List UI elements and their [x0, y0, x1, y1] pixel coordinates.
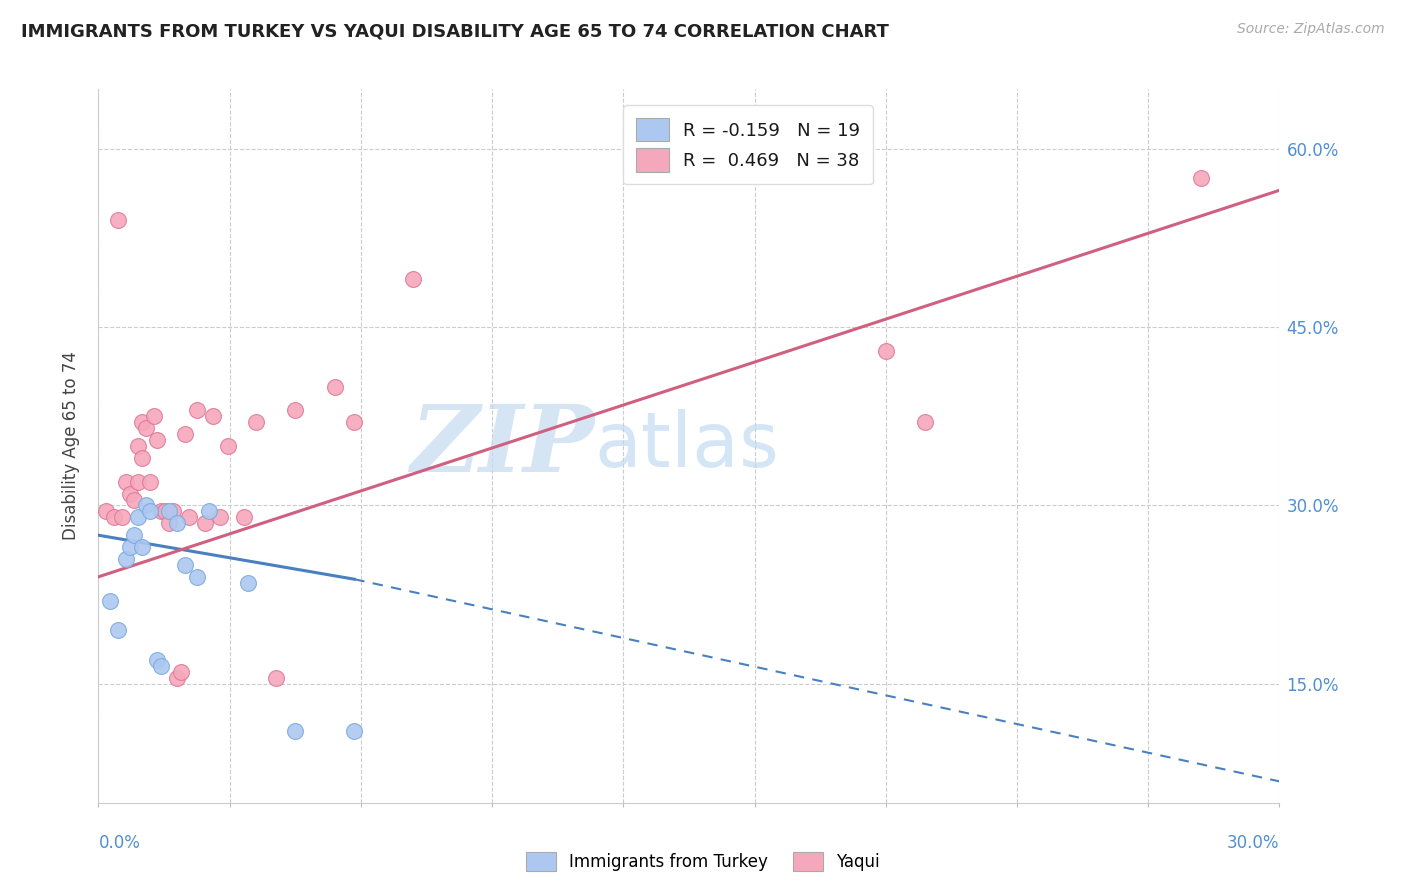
- Point: [233, 510, 256, 524]
- Text: 30.0%: 30.0%: [1227, 834, 1279, 852]
- Point: [96, 504, 118, 518]
- Point: [186, 570, 208, 584]
- Point: [98, 593, 121, 607]
- Point: [135, 421, 157, 435]
- Text: IMMIGRANTS FROM TURKEY VS YAQUI DISABILITY AGE 65 TO 74 CORRELATION CHART: IMMIGRANTS FROM TURKEY VS YAQUI DISABILI…: [21, 22, 889, 40]
- Point: [146, 433, 169, 447]
- Point: [245, 415, 267, 429]
- Point: [914, 415, 936, 429]
- Point: [127, 510, 149, 524]
- Point: [115, 475, 138, 489]
- Point: [166, 671, 188, 685]
- Point: [107, 213, 129, 227]
- Point: [138, 475, 160, 489]
- Point: [166, 516, 188, 531]
- Point: [186, 403, 208, 417]
- Point: [115, 552, 138, 566]
- Text: 0.0%: 0.0%: [98, 834, 141, 852]
- Point: [875, 343, 897, 358]
- Point: [111, 510, 134, 524]
- Point: [150, 504, 173, 518]
- Point: [127, 439, 149, 453]
- Point: [157, 516, 180, 531]
- Point: [122, 492, 145, 507]
- Point: [150, 659, 173, 673]
- Point: [118, 540, 141, 554]
- Point: [142, 409, 165, 424]
- Point: [155, 504, 177, 518]
- Point: [138, 504, 160, 518]
- Point: [170, 665, 193, 679]
- Point: [343, 415, 366, 429]
- Point: [201, 409, 224, 424]
- Legend: R = -0.159   N = 19, R =  0.469   N = 38: R = -0.159 N = 19, R = 0.469 N = 38: [623, 105, 873, 185]
- Point: [146, 653, 169, 667]
- Point: [131, 415, 153, 429]
- Point: [131, 450, 153, 465]
- Point: [162, 504, 184, 518]
- Point: [264, 671, 287, 685]
- Point: [194, 516, 217, 531]
- Text: atlas: atlas: [595, 409, 779, 483]
- Point: [209, 510, 232, 524]
- Point: [177, 510, 200, 524]
- Point: [284, 724, 307, 739]
- Point: [1189, 171, 1212, 186]
- Point: [402, 272, 425, 286]
- Legend: Immigrants from Turkey, Yaqui: Immigrants from Turkey, Yaqui: [517, 843, 889, 880]
- Y-axis label: Disability Age 65 to 74: Disability Age 65 to 74: [62, 351, 80, 541]
- Point: [127, 475, 149, 489]
- Point: [323, 379, 346, 393]
- Point: [236, 575, 259, 590]
- Point: [131, 540, 153, 554]
- Point: [157, 504, 180, 518]
- Point: [284, 403, 307, 417]
- Point: [217, 439, 239, 453]
- Point: [118, 486, 141, 500]
- Point: [135, 499, 157, 513]
- Point: [197, 504, 219, 518]
- Point: [343, 724, 366, 739]
- Point: [174, 558, 197, 572]
- Text: ZIP: ZIP: [411, 401, 595, 491]
- Point: [103, 510, 125, 524]
- Point: [122, 528, 145, 542]
- Point: [174, 427, 197, 442]
- Text: Source: ZipAtlas.com: Source: ZipAtlas.com: [1237, 22, 1385, 37]
- Point: [107, 624, 129, 638]
